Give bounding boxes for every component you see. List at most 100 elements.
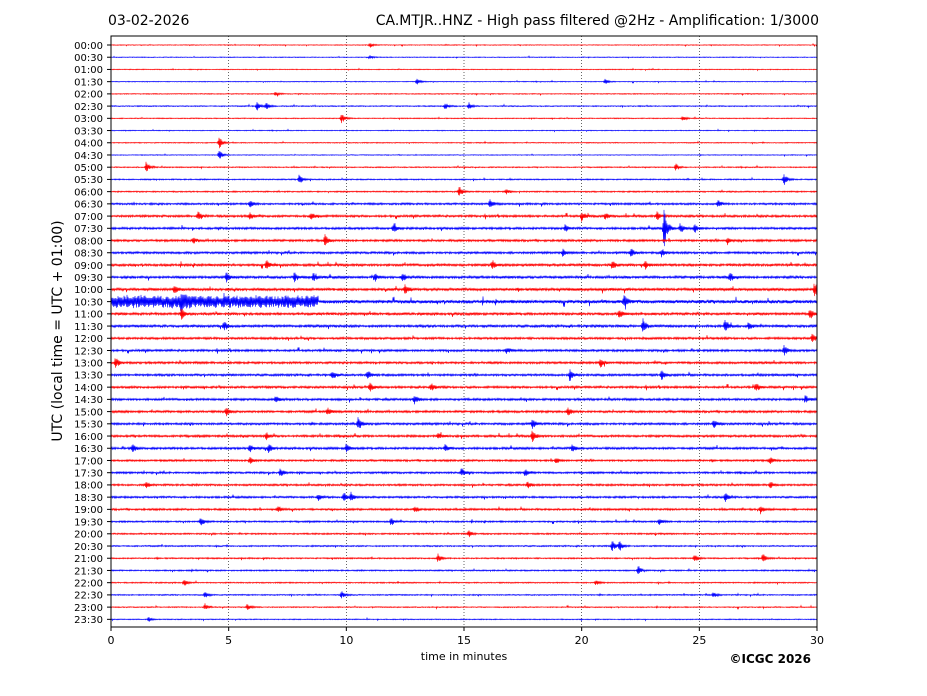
row-label-1000: 10:00 — [74, 285, 103, 296]
chart-title: CA.MTJR..HNZ - High pass filtered @2Hz -… — [376, 13, 819, 29]
row-label-0330: 03:30 — [74, 126, 103, 137]
trace-row-2100 — [110, 553, 818, 562]
row-label-1330: 13:30 — [74, 371, 103, 382]
trace-row-1700 — [110, 457, 818, 465]
trace-row-0330 — [110, 128, 818, 133]
row-label-0130: 01:30 — [74, 77, 103, 88]
row-label-2200: 22:00 — [74, 578, 103, 589]
trace-row-1900 — [110, 506, 818, 515]
trace-row-2030 — [110, 541, 818, 551]
row-label-2330: 23:30 — [74, 615, 103, 626]
row-label-2100: 21:00 — [74, 554, 103, 565]
row-label-2130: 21:30 — [74, 566, 103, 577]
row-label-2000: 20:00 — [74, 530, 103, 541]
x-tick-label-0: 0 — [108, 634, 115, 647]
row-label-0300: 03:00 — [74, 114, 103, 125]
row-label-1100: 11:00 — [74, 310, 103, 321]
row-label-1500: 15:00 — [74, 407, 103, 418]
trace-row-1430 — [110, 395, 818, 405]
trace-row-1600 — [110, 430, 818, 442]
trace-row-0030 — [110, 55, 818, 60]
row-label-0000: 00:00 — [74, 41, 103, 52]
row-label-1700: 17:00 — [74, 456, 103, 467]
row-label-2030: 20:30 — [74, 542, 103, 553]
trace-row-1030 — [110, 293, 818, 314]
trace-row-0830 — [110, 248, 818, 258]
trace-row-1400 — [110, 382, 818, 392]
trace-row-0430 — [110, 151, 818, 159]
trace-row-0230 — [110, 102, 818, 111]
trace-row-0500 — [110, 161, 818, 172]
trace-row-0100 — [110, 67, 818, 72]
trace-row-1330 — [110, 369, 818, 381]
trace-row-2330 — [110, 616, 818, 622]
trace-row-1800 — [110, 481, 818, 489]
trace-row-0700 — [110, 211, 818, 222]
row-label-2230: 22:30 — [74, 591, 103, 602]
row-label-0900: 09:00 — [74, 261, 103, 272]
trace-row-0130 — [110, 78, 818, 85]
trace-row-1630 — [110, 443, 818, 453]
row-label-1730: 17:30 — [74, 469, 103, 480]
row-label-1900: 19:00 — [74, 505, 103, 516]
row-label-0200: 02:00 — [74, 90, 103, 101]
row-label-0600: 06:00 — [74, 187, 103, 198]
trace-row-0000 — [110, 42, 818, 48]
trace-row-1300 — [110, 358, 818, 368]
trace-row-0530 — [110, 174, 818, 185]
trace-row-1830 — [110, 491, 818, 502]
trace-row-1100 — [110, 308, 818, 320]
trace-row-0930 — [110, 272, 818, 283]
trace-row-1200 — [110, 333, 818, 343]
trace-row-0300 — [110, 114, 818, 124]
x-axis-ticks: 0 5 10 15 20 25 30 — [108, 627, 824, 647]
trace-row-0400 — [110, 137, 818, 149]
row-label-1130: 11:30 — [74, 322, 103, 333]
trace-row-0630 — [110, 199, 818, 208]
row-label-1030: 10:30 — [74, 297, 103, 308]
plot-frame — [110, 35, 818, 628]
row-label-1230: 12:30 — [74, 346, 103, 357]
row-label-0400: 04:00 — [74, 139, 103, 150]
row-label-0930: 09:30 — [74, 273, 103, 284]
row-label-0030: 00:30 — [74, 53, 103, 64]
trace-row-1500 — [110, 407, 818, 417]
y-axis-label: UTC (local time = UTC + 01:00) — [50, 220, 66, 441]
trace-row-1730 — [110, 468, 818, 476]
row-label-0800: 08:00 — [74, 236, 103, 247]
row-label-1430: 14:30 — [74, 395, 103, 406]
trace-row-2130 — [110, 566, 818, 574]
date-label: 03-02-2026 — [108, 13, 189, 29]
row-label-0230: 02:30 — [74, 102, 103, 113]
row-label-1400: 14:00 — [74, 383, 103, 394]
vertical-gridlines — [228, 36, 700, 627]
row-label-0830: 08:30 — [74, 249, 103, 260]
copyright-label: ©ICGC 2026 — [729, 652, 811, 666]
x-tick-label-25: 25 — [692, 634, 706, 647]
x-tick-label-30: 30 — [810, 634, 824, 647]
trace-row-1530 — [110, 417, 818, 429]
row-label-1600: 16:00 — [74, 432, 103, 443]
row-label-0700: 07:00 — [74, 212, 103, 223]
trace-row-1230 — [110, 345, 818, 356]
trace-row-1000 — [110, 283, 818, 297]
x-axis-label: time in minutes — [421, 650, 508, 663]
trace-row-1130 — [110, 318, 818, 332]
row-label-1830: 18:30 — [74, 493, 103, 504]
trace-row-2300 — [110, 603, 818, 610]
trace-row-0800 — [110, 234, 818, 246]
row-label-0500: 05:00 — [74, 163, 103, 174]
trace-row-2000 — [110, 530, 818, 538]
row-label-1300: 13:00 — [74, 359, 103, 370]
trace-row-0600 — [110, 187, 818, 196]
row-label-0530: 05:30 — [74, 175, 103, 186]
trace-row-0200 — [110, 91, 818, 97]
row-label-0730: 07:30 — [74, 224, 103, 235]
row-label-0430: 04:30 — [74, 151, 103, 162]
row-label-2300: 23:00 — [74, 603, 103, 614]
x-tick-label-20: 20 — [575, 634, 589, 647]
row-label-0100: 01:00 — [74, 65, 103, 76]
trace-row-1930 — [110, 518, 818, 526]
row-label-1930: 19:30 — [74, 517, 103, 528]
trace-row-2230 — [110, 591, 818, 599]
